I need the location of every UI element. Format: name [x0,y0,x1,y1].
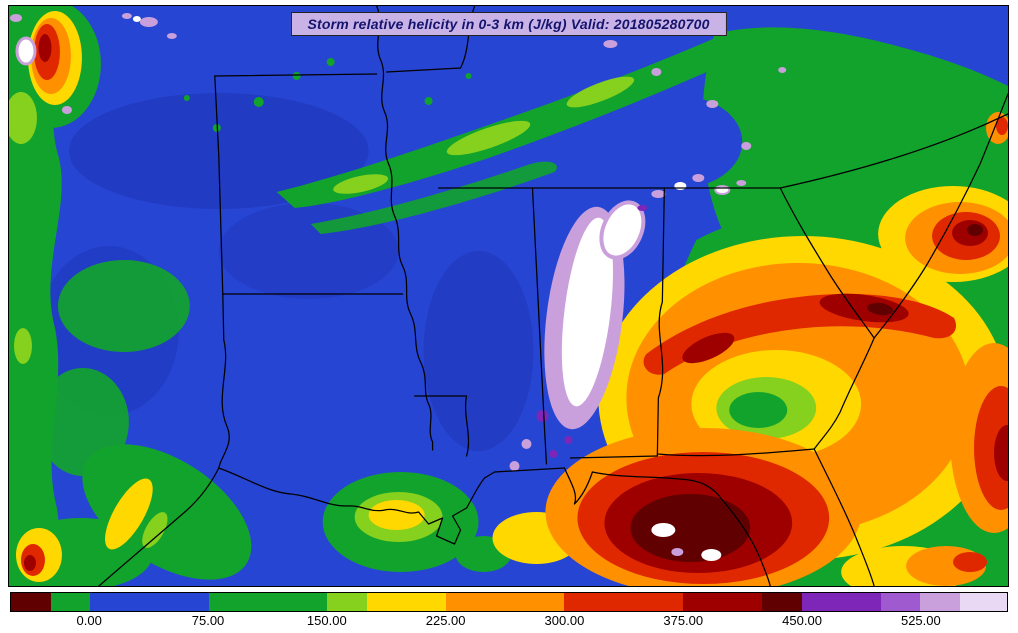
colorbar-ticks: 0.00 75.00 150.00 225.00 300.00 375.00 450.00 5… [10,613,1008,631]
carolinas-border [779,113,1008,189]
mobile-bay-coastline [563,467,594,505]
helicity-contour-map [9,6,1008,586]
mississippi-alabama-border [531,187,548,465]
colorbar-segment [90,593,209,611]
colorbar-tick-label: 375.00 [663,613,704,628]
colorbar-tick-label: 300.00 [544,613,585,628]
alabama-offscale-corridor [509,174,747,471]
louisiana-maximum [322,472,512,572]
colorbar-tick-label: 450.00 [782,613,822,628]
texas-coastline [98,467,220,586]
mississippi-sound-coastline [493,467,566,473]
colorbar-tick-label: 75.00 [191,613,225,628]
texas-louisiana-border [218,293,230,469]
colorbar-segment [801,593,881,611]
colorbar-tick-label: 525.00 [900,613,941,628]
panhandle-extreme-core [492,428,862,586]
colorbar [10,592,1008,612]
colorbar-tick-label: 0.00 [76,613,102,628]
georgia-florida-coastline [813,337,875,586]
northeast-warm-cluster [878,112,1008,299]
map-title: Storm relative helicity in 0-3 km (J/kg)… [290,12,727,36]
louisiana-coastline [218,467,496,545]
colorbar-segment [682,593,762,611]
map-plot-area: Storm relative helicity in 0-3 km (J/kg)… [8,5,1009,587]
colorbar-segment [208,593,328,611]
colorbar-tick-label: 150.00 [306,613,347,628]
louisiana-mississippi-border [413,395,470,457]
colorbar-tick-label: 225.00 [425,613,466,628]
colorbar-segment [366,593,446,611]
contour-fill-layer [9,6,1008,586]
florida-gulf-coastline [591,471,771,586]
colorbar-segment [11,593,51,611]
alabama-georgia-border [656,187,665,457]
colorbar-segment [880,593,921,611]
arkansas-west-border [214,75,224,295]
colorbar-segment [762,593,802,611]
scattered-lavender-specks [121,13,787,150]
colorbar-segment [445,593,565,611]
colorbar-segment [564,593,683,611]
texas-coast-band [9,444,252,586]
florida-north-border [569,448,815,459]
state-borders [98,6,1008,586]
colorbar-segment [327,593,367,611]
mississippi-river-border [376,6,434,451]
colorbar-segment [50,593,91,611]
georgia-southcarolina-border [779,187,875,339]
topleft-high-helicity-cluster [9,11,82,114]
colorbar-segment [959,593,1008,611]
atlantic-coastline [873,93,1008,339]
colorbar-segment [920,593,960,611]
diagonal-green-band [183,34,734,234]
